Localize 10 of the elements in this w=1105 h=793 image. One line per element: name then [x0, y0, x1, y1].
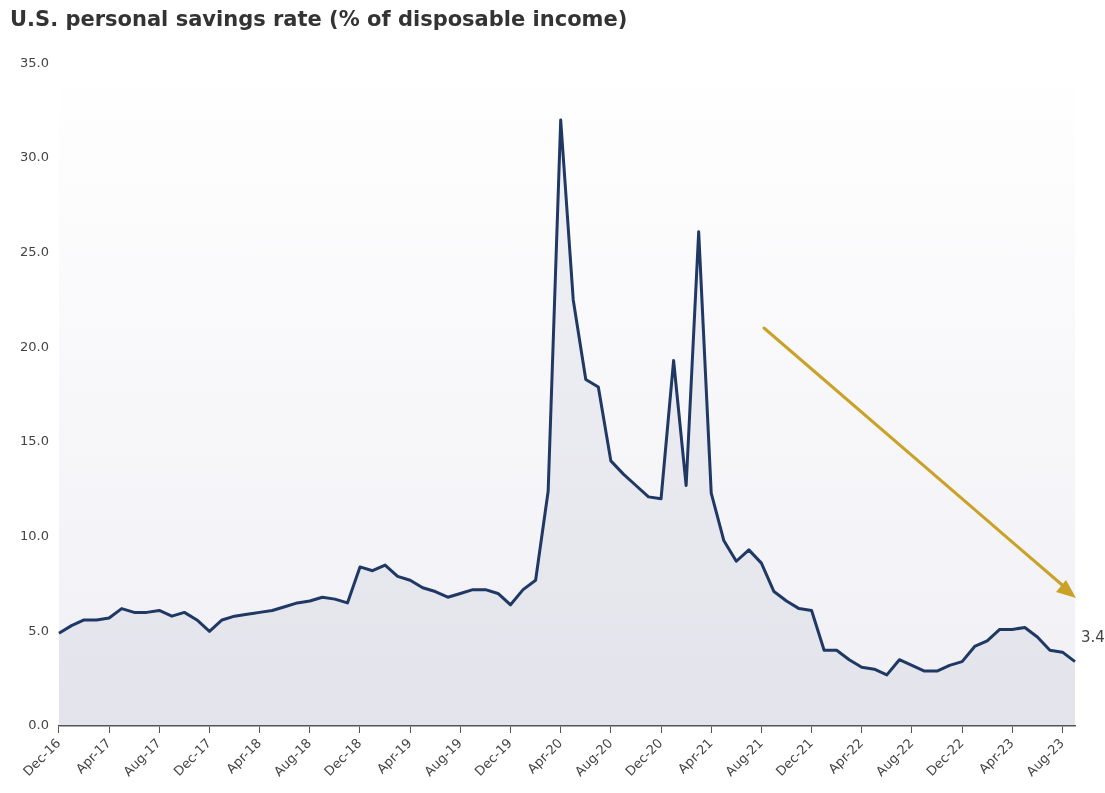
text: 3.4 — [1081, 628, 1105, 647]
y-tick-label: 10.0 — [19, 528, 49, 544]
y-tick-label: 15.0 — [19, 433, 49, 449]
chart-title: U.S. personal savings rate (% of disposable income) — [10, 7, 628, 32]
y-tick-label: 35.0 — [19, 54, 49, 70]
y-tick-label: 30.0 — [19, 149, 49, 165]
y-tick-label: 0.0 — [28, 717, 49, 733]
y-tick-label: 25.0 — [19, 243, 49, 259]
y-tick-label: 5.0 — [28, 622, 49, 638]
y-tick-label: 20.0 — [19, 338, 49, 354]
